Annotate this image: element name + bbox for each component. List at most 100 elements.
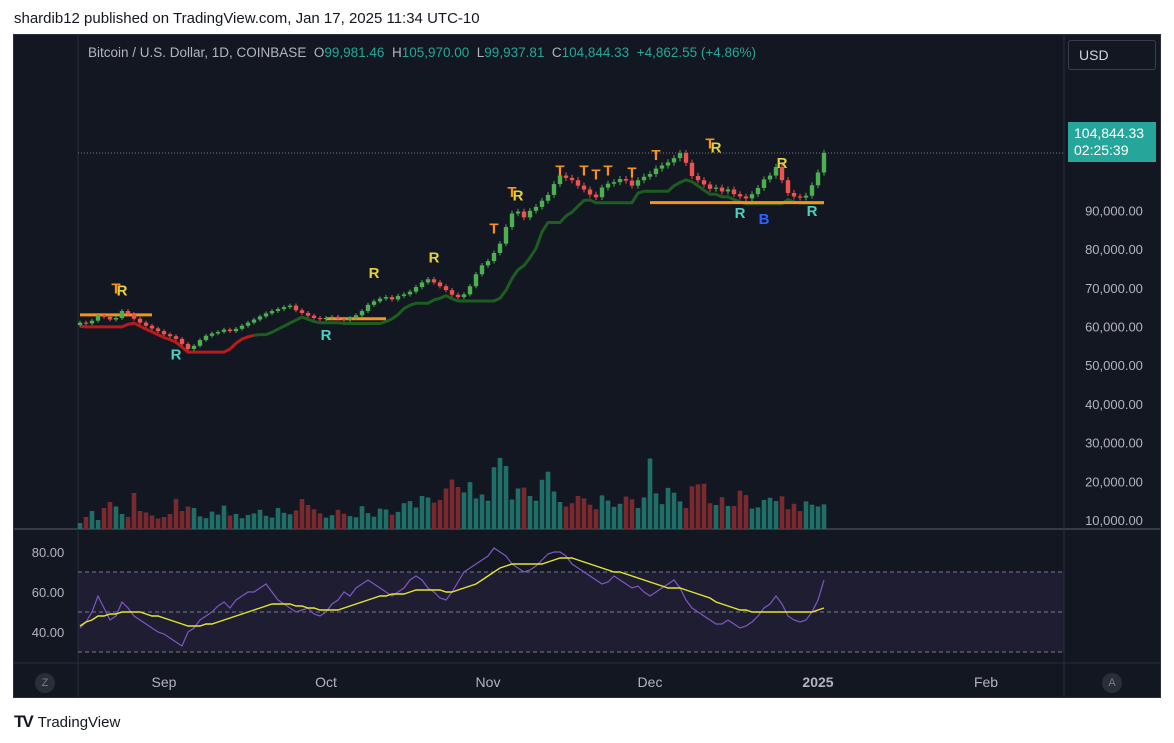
candle-body	[437, 282, 443, 287]
candle-body	[767, 175, 773, 180]
high-label: H	[391, 45, 402, 60]
candle-body	[221, 329, 227, 332]
volume-bar	[83, 517, 89, 529]
volume-bar	[407, 501, 413, 529]
volume-bar	[77, 523, 83, 529]
candle-body	[587, 189, 593, 195]
volume-bar	[557, 502, 563, 529]
volume-bar	[683, 508, 689, 529]
candle-body	[245, 322, 251, 326]
volume-bar	[443, 488, 449, 529]
tradingview-logo-icon[interactable]: TV	[14, 712, 34, 731]
volume-bar	[713, 505, 719, 529]
candle-body	[209, 333, 215, 336]
volume-layer	[77, 457, 827, 529]
volume-bar	[329, 515, 335, 529]
candle-body	[485, 261, 491, 266]
close-value: 104,844.33	[561, 45, 630, 60]
candle-body	[629, 180, 635, 186]
volume-bar	[785, 509, 791, 529]
ohlc-legend: Bitcoin / U.S. Dollar, 1D, COINBASE O99,…	[88, 45, 756, 60]
rsi-tick-label: 80.00	[32, 545, 65, 560]
currency-button[interactable]: USD	[1068, 40, 1156, 70]
change-value: +4,862.55 (+4.86%)	[636, 45, 757, 60]
volume-bar	[575, 496, 581, 529]
volume-bar	[239, 518, 245, 529]
candle-body	[749, 194, 755, 199]
candle-body	[155, 328, 161, 332]
candle-body	[269, 311, 275, 314]
time-tick-label: Sep	[152, 674, 177, 690]
volume-bar	[587, 504, 593, 529]
volume-bar	[689, 486, 695, 529]
volume-bar	[491, 467, 497, 529]
candle-body	[299, 310, 305, 313]
volume-bar	[479, 494, 485, 529]
footer-brand[interactable]: TradingView	[37, 713, 121, 731]
volume-bar	[797, 511, 803, 529]
signal-label: T	[705, 135, 714, 152]
auto-scale-left-button[interactable]: Z	[35, 673, 55, 693]
candle-body	[137, 318, 143, 323]
candle-body	[731, 189, 737, 195]
candle-body	[593, 194, 599, 198]
volume-bar	[413, 507, 419, 529]
volume-bar	[251, 513, 257, 529]
candle-body	[317, 317, 323, 320]
volume-bar	[365, 513, 371, 529]
volume-bar	[347, 516, 353, 529]
candle-body	[305, 312, 311, 316]
candle-body	[461, 294, 467, 298]
signal-label: R	[513, 188, 524, 205]
candle-body	[395, 295, 401, 300]
volume-bar	[209, 511, 215, 529]
candle-body	[539, 200, 545, 207]
auto-scale-right-button[interactable]: A	[1102, 673, 1122, 693]
candle-body	[611, 182, 617, 184]
candle-body	[551, 184, 557, 195]
signal-label: R	[777, 155, 788, 172]
volume-bar	[605, 500, 611, 529]
volume-bar	[635, 508, 641, 529]
candle-body	[197, 340, 203, 346]
volume-bar	[539, 479, 545, 529]
candle-body	[497, 243, 503, 253]
candle-body	[653, 168, 659, 175]
volume-bar	[257, 509, 263, 529]
high-value: 105,970.00	[401, 45, 470, 60]
signal-label: R	[711, 139, 722, 156]
candle-body	[785, 180, 791, 193]
volume-bar	[569, 503, 575, 529]
axis-layer: 110,000.0090,000.0080,000.0070,000.0060,…	[152, 126, 1147, 690]
volume-bar	[473, 498, 479, 529]
candle-body	[287, 305, 293, 308]
candle-body	[401, 294, 407, 296]
signal-label: T	[603, 163, 612, 180]
published-info: shardib12 published on TradingView.com, …	[14, 10, 480, 27]
signal-label: R	[807, 203, 818, 220]
candle-body	[473, 274, 479, 287]
volume-bar	[821, 504, 827, 529]
volume-bar	[749, 508, 755, 529]
trailing-stop-bear	[79, 321, 255, 354]
volume-bar	[599, 495, 605, 529]
symbol-title[interactable]: Bitcoin / U.S. Dollar, 1D, COINBASE	[88, 45, 307, 60]
candle-body	[659, 165, 665, 169]
volume-bar	[671, 492, 677, 529]
rsi-layer: 80.00 60.00 40.00	[32, 545, 1064, 653]
candle-body	[509, 213, 515, 228]
candle-body	[407, 291, 413, 295]
signal-label: T	[507, 184, 516, 201]
candle-body	[701, 180, 707, 185]
time-tick-label: 2025	[802, 674, 833, 690]
trail-layer	[79, 178, 824, 354]
volume-bar	[623, 496, 629, 529]
volume-bar	[509, 499, 515, 529]
signal-label: T	[579, 163, 588, 180]
candle-body	[293, 305, 299, 311]
candle-body	[665, 162, 671, 166]
volume-bar	[311, 509, 317, 529]
volume-bar	[107, 502, 113, 529]
